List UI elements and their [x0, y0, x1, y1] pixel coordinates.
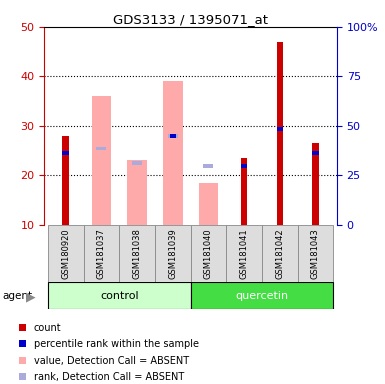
Bar [226, 225, 262, 282]
Text: GSM181039: GSM181039 [168, 228, 177, 279]
Bar [312, 143, 319, 225]
Bar [312, 151, 319, 156]
Bar [276, 42, 283, 225]
Bar [199, 183, 218, 225]
Bar [262, 225, 298, 282]
Bar [155, 225, 191, 282]
Bar [169, 134, 176, 138]
Bar [241, 158, 247, 225]
Text: GSM181042: GSM181042 [275, 228, 284, 279]
Text: quercetin: quercetin [235, 291, 288, 301]
Text: agent: agent [2, 291, 32, 301]
Title: GDS3133 / 1395071_at: GDS3133 / 1395071_at [113, 13, 268, 26]
Text: ▶: ▶ [26, 290, 36, 303]
Bar [276, 127, 283, 131]
Bar [48, 225, 84, 282]
Text: control: control [100, 291, 139, 301]
Bar [191, 282, 333, 309]
Text: GSM181037: GSM181037 [97, 228, 106, 279]
Text: rank, Detection Call = ABSENT: rank, Detection Call = ABSENT [34, 372, 184, 382]
Bar [96, 147, 106, 151]
Bar [241, 164, 247, 168]
Bar [163, 81, 182, 225]
Text: GSM181040: GSM181040 [204, 228, 213, 279]
Bar [298, 225, 333, 282]
Text: value, Detection Call = ABSENT: value, Detection Call = ABSENT [34, 356, 189, 366]
Bar [92, 96, 111, 225]
Bar [62, 136, 69, 225]
Text: count: count [34, 323, 62, 333]
Bar [191, 225, 226, 282]
Bar [84, 225, 119, 282]
Text: GSM180920: GSM180920 [61, 228, 70, 279]
Bar [132, 161, 142, 166]
Text: percentile rank within the sample: percentile rank within the sample [34, 339, 199, 349]
Bar [203, 164, 213, 168]
Bar [62, 151, 69, 156]
Text: GSM181043: GSM181043 [311, 228, 320, 279]
Text: GSM181041: GSM181041 [239, 228, 249, 279]
Text: GSM181038: GSM181038 [132, 228, 142, 279]
Bar [168, 134, 178, 138]
Bar [119, 225, 155, 282]
Bar [48, 282, 191, 309]
Bar [127, 161, 147, 225]
